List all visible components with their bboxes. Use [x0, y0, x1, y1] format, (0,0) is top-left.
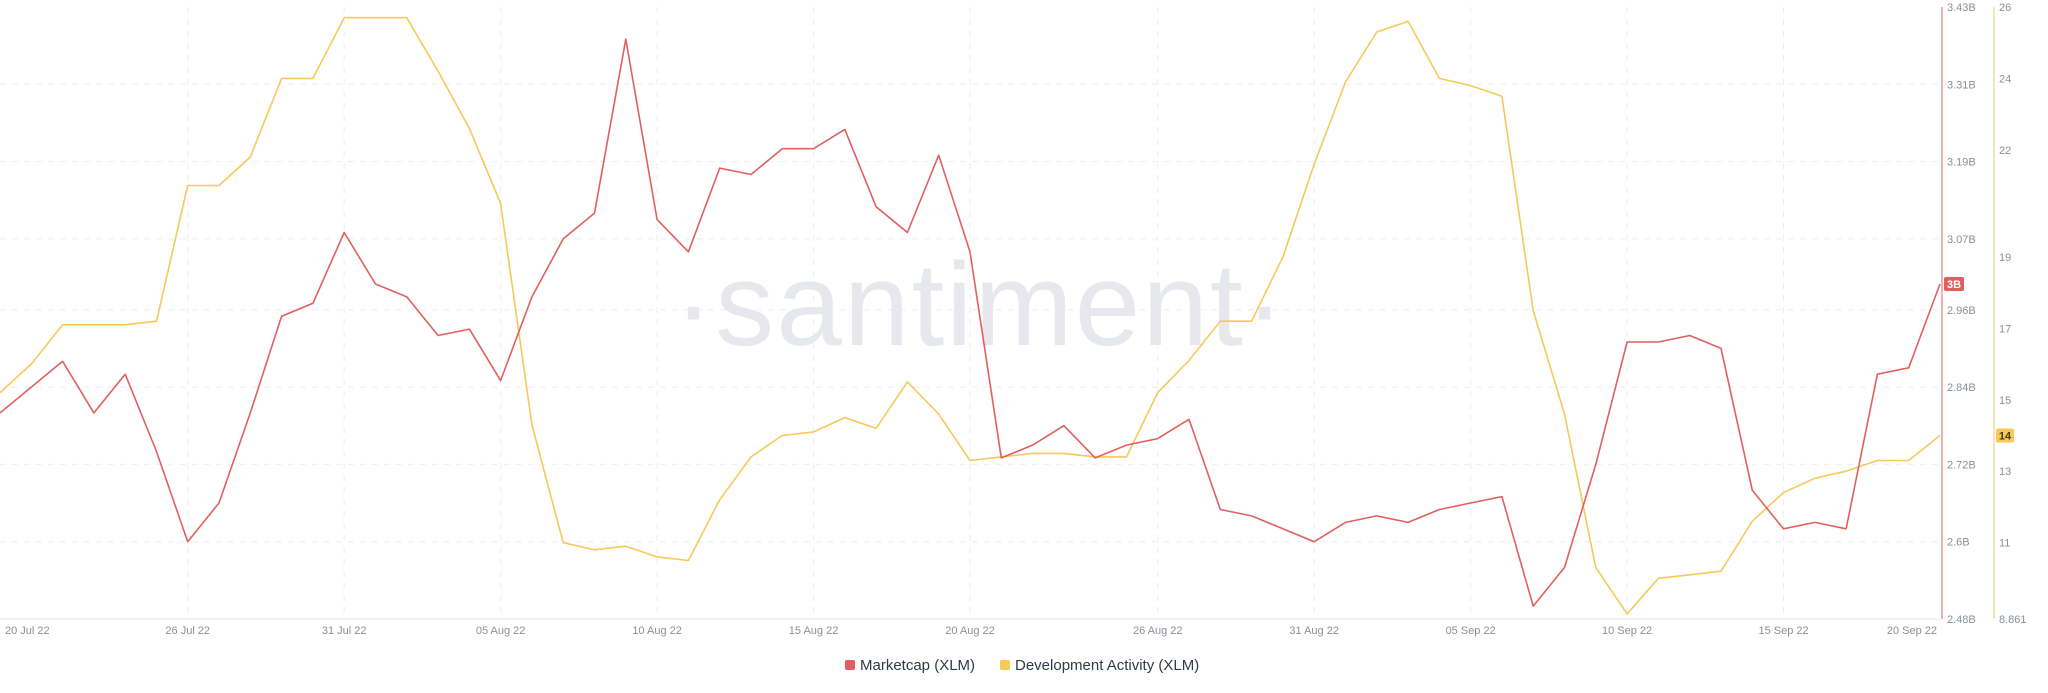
x-tick-label: 05 Sep 22 — [1446, 625, 1496, 637]
last-value-label: 14 — [1999, 430, 2012, 442]
legend: Marketcap (XLM) Development Activity (XLM… — [845, 657, 1199, 674]
x-tick-label: 10 Sep 22 — [1602, 625, 1652, 637]
marketcap-tick-label: 2.72B — [1947, 459, 1976, 471]
x-tick-label: 26 Jul 22 — [165, 625, 210, 637]
watermark: ·santiment· — [674, 239, 1286, 371]
series-layer — [0, 16, 1941, 615]
series-line-marketcap-xlm — [0, 38, 1941, 607]
dev-activity-tick-label: 17 — [1999, 323, 2011, 335]
legend-swatch — [845, 660, 855, 670]
marketcap-tick-label: 3.07B — [1947, 234, 1976, 246]
dev-activity-tick-label: 22 — [1999, 145, 2011, 157]
x-tick-label: 15 Aug 22 — [789, 625, 839, 637]
legend-swatch — [1000, 660, 1010, 670]
last-value-badge — [1996, 428, 2014, 443]
x-tick-label: 20 Jul 22 — [5, 625, 50, 637]
dev-activity-tick-label: 24 — [1999, 73, 2011, 85]
last-value-badge — [1944, 277, 1964, 292]
marketcap-tick-label: 2.48B — [1947, 614, 1976, 626]
x-tick-label: 26 Aug 22 — [1133, 625, 1183, 637]
dev-activity-tick-label: 19 — [1999, 252, 2011, 264]
last-value-label: 3B — [1947, 279, 1961, 291]
marketcap-tick-label: 3.43B — [1947, 2, 1976, 14]
marketcap-tick-label: 2.6B — [1947, 537, 1970, 549]
x-tick-label: 20 Aug 22 — [945, 625, 995, 637]
x-tick-label: 31 Jul 22 — [322, 625, 367, 637]
last-value-badges: 3B 14 — [1944, 277, 2014, 443]
series-line-development-activity-xlm — [0, 16, 1941, 615]
legend-entry[interactable]: Marketcap (XLM) — [860, 657, 975, 674]
x-axis-ticks: 20 Jul 22 26 Jul 22 31 Jul 22 05 Aug 22 10 A… — [5, 625, 1937, 637]
dev-activity-tick-label: 15 — [1999, 395, 2011, 407]
x-tick-label: 10 Aug 22 — [632, 625, 682, 637]
marketcap-tick-label: 2.96B — [1947, 305, 1976, 317]
x-tick-label: 20 Sep 22 — [1887, 625, 1937, 637]
dev-activity-tick-label: 26 — [1999, 2, 2011, 14]
grid — [0, 7, 1940, 620]
x-tick-label: 15 Sep 22 — [1758, 625, 1808, 637]
x-tick-label: 05 Aug 22 — [476, 625, 526, 637]
marketcap-axis-ticks: 3.43B 3.31B 3.19B 3.07B 2.96B 2.84B 2.72B 2.6B 2… — [1947, 2, 1976, 626]
dev-activity-tick-label: 8.861 — [1999, 614, 2027, 626]
x-tick-label: 31 Aug 22 — [1289, 625, 1339, 637]
dev-activity-tick-label: 13 — [1999, 466, 2011, 478]
marketcap-tick-label: 3.31B — [1947, 79, 1976, 91]
legend-entry[interactable]: Development Activity (XLM) — [1015, 657, 1199, 674]
marketcap-tick-label: 3.19B — [1947, 157, 1976, 169]
marketcap-tick-label: 2.84B — [1947, 382, 1976, 394]
dev-activity-axis-ticks: 26 24 22 19 17 15 13 11 8.861 — [1999, 2, 2027, 626]
dev-activity-tick-label: 11 — [1999, 538, 2010, 550]
